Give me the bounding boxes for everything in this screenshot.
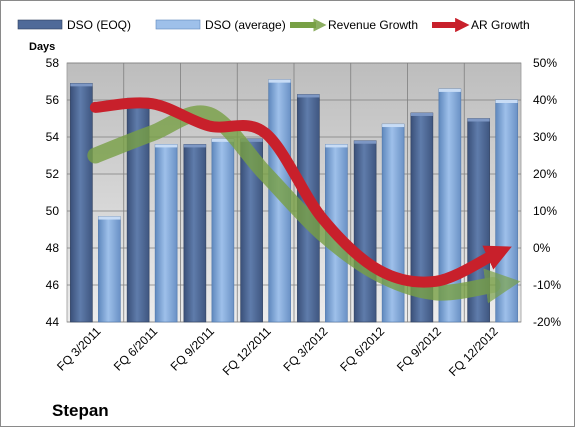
legend-label-dso-average: DSO (average): [205, 18, 286, 32]
y-left-tick-label: 44: [46, 315, 60, 329]
x-tick-label: FQ 9/2011: [168, 324, 218, 374]
y-left-tick-label: 48: [46, 241, 60, 255]
bar-cap: [410, 112, 433, 116]
legend-item-dso-average: DSO (average): [155, 18, 286, 32]
y-axis-title: Days: [29, 41, 55, 53]
x-tick-label: FQ 3/2011: [54, 324, 104, 374]
x-tick-label: FQ 6/2012: [337, 324, 387, 374]
x-tick-label: FQ 6/2011: [111, 324, 161, 374]
bar: [211, 138, 235, 323]
x-tick-label: FQ 9/2012: [394, 324, 444, 374]
y-right-tick-label: 0%: [533, 241, 551, 255]
y-left-tick-label: 52: [46, 167, 60, 181]
ar-growth-line: [89, 97, 512, 288]
bar: [381, 123, 405, 323]
bar-cap: [495, 100, 518, 103]
bar-cap: [354, 140, 377, 144]
legend: DSO (EOQ) DSO (average) Revenue Growth A…: [17, 17, 530, 33]
y-right-tick-label: -10%: [533, 278, 561, 292]
bar: [183, 144, 207, 323]
y-left-tick-label: 50: [46, 204, 60, 218]
revenue-growth-line: [87, 105, 521, 304]
bar-cap: [240, 138, 263, 142]
bar-cap: [438, 88, 461, 92]
y-right-tick-label: 30%: [533, 130, 557, 144]
y-right-tick-label: -20%: [533, 315, 561, 329]
bar-cap: [297, 94, 320, 98]
y-right-tick-label: 50%: [533, 56, 557, 70]
bar-cap: [268, 79, 291, 83]
bar-cap: [211, 138, 234, 142]
line-series: [87, 97, 521, 304]
legend-item-ar-growth: AR Growth: [432, 17, 530, 33]
legend-swatch-dso-eoq: [17, 19, 63, 30]
bar-cap: [183, 144, 206, 148]
x-tick-label: FQ 12/2011: [220, 324, 274, 378]
y-right-tick-label: 10%: [533, 204, 557, 218]
bar-cap: [70, 83, 93, 87]
bar: [154, 144, 178, 323]
legend-label-ar-growth: AR Growth: [471, 18, 530, 32]
x-tick-label: FQ 12/2012: [446, 324, 501, 379]
legend-label-revenue-growth: Revenue Growth: [328, 18, 418, 32]
company-name: Stepan: [52, 401, 109, 420]
legend-item-revenue-growth: Revenue Growth: [290, 18, 418, 32]
legend-item-dso-eoq: DSO (EOQ): [17, 18, 131, 32]
y-right-tick-label: 40%: [533, 93, 557, 107]
y-left-tick-label: 56: [46, 93, 60, 107]
y-left-tick-label: 58: [46, 56, 60, 70]
x-tick-label: FQ 3/2012: [281, 324, 331, 374]
bar: [70, 83, 93, 323]
legend-swatch-dso-average: [155, 19, 201, 30]
bar-cap: [155, 144, 178, 148]
bar-cap: [98, 216, 121, 220]
y-left-tick-label: 54: [46, 130, 60, 144]
bar-cap: [467, 118, 490, 122]
bar-cap: [382, 124, 405, 128]
legend-label-dso-eoq: DSO (EOQ): [67, 18, 131, 32]
bar: [353, 140, 377, 323]
bar-cap: [325, 144, 348, 148]
bar: [98, 216, 121, 323]
y-left-tick-label: 46: [46, 278, 60, 292]
y-right-tick-label: 20%: [533, 167, 557, 181]
